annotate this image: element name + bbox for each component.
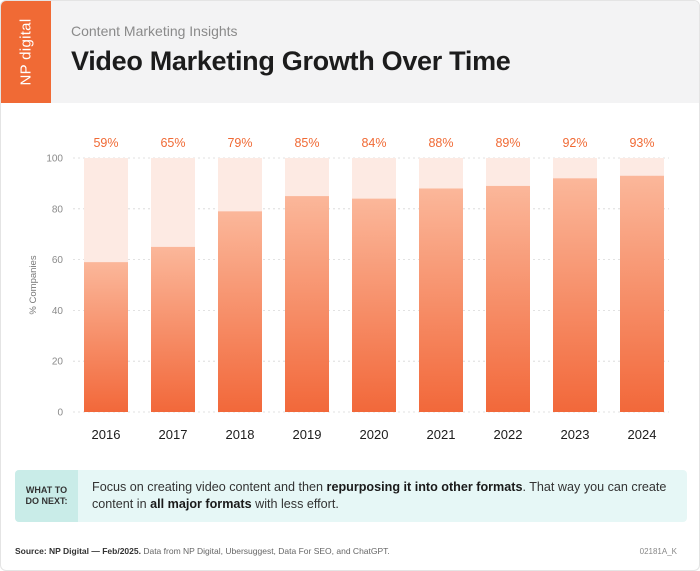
bar (352, 198, 396, 412)
data-label: 89% (495, 136, 520, 150)
y-tick-label: 80 (52, 204, 64, 215)
x-tick-label: 2024 (628, 427, 657, 442)
bar-chart: 0 20 40 60 80 100 % Companies 59% 2016 65% 2017 79%… (28, 136, 669, 442)
tip-badge: WHAT TO DO NEXT: (15, 470, 78, 522)
y-tick-label: 20 (52, 357, 64, 368)
data-label: 92% (562, 136, 587, 150)
bar (151, 246, 195, 412)
bar (553, 178, 597, 412)
y-tick-label: 40 (52, 306, 64, 317)
data-label: 65% (160, 136, 185, 150)
bar (486, 185, 530, 412)
data-label: 79% (227, 136, 252, 150)
x-tick-label: 2020 (360, 427, 389, 442)
data-label: 59% (93, 136, 118, 150)
x-tick-label: 2018 (226, 427, 255, 442)
x-tick-label: 2022 (494, 427, 523, 442)
x-tick-label: 2023 (561, 427, 590, 442)
y-tick-label: 60 (52, 255, 64, 266)
y-tick-label: 100 (46, 154, 63, 165)
data-label: 93% (629, 136, 654, 150)
brand-logo: NP digital (1, 1, 51, 103)
bar (285, 196, 329, 412)
figure-code: 02181A_K (639, 547, 677, 556)
x-tick-label: 2016 (92, 427, 121, 442)
tip-box: WHAT TO DO NEXT: Focus on creating video… (15, 470, 687, 522)
x-tick-label: 2021 (427, 427, 456, 442)
x-tick-label: 2019 (293, 427, 322, 442)
x-tick-label: 2017 (159, 427, 188, 442)
page-title: Video Marketing Growth Over Time (71, 46, 511, 76)
bar (419, 188, 463, 412)
bar (620, 175, 664, 412)
data-label: 85% (294, 136, 319, 150)
data-label: 84% (361, 136, 386, 150)
page-subtitle: Content Marketing Insights (71, 23, 238, 39)
data-label: 88% (428, 136, 453, 150)
bar (84, 262, 128, 412)
logo-text: NP digital (17, 18, 35, 86)
y-axis-label: % Companies (28, 255, 39, 314)
bar (218, 211, 262, 412)
header: NP digital Content Marketing Insights Vi… (1, 1, 699, 103)
source-note: Source: NP Digital — Feb/2025. Data from… (15, 546, 390, 556)
tip-text: Focus on creating video content and then… (92, 480, 667, 511)
y-tick-label: 0 (57, 408, 63, 419)
